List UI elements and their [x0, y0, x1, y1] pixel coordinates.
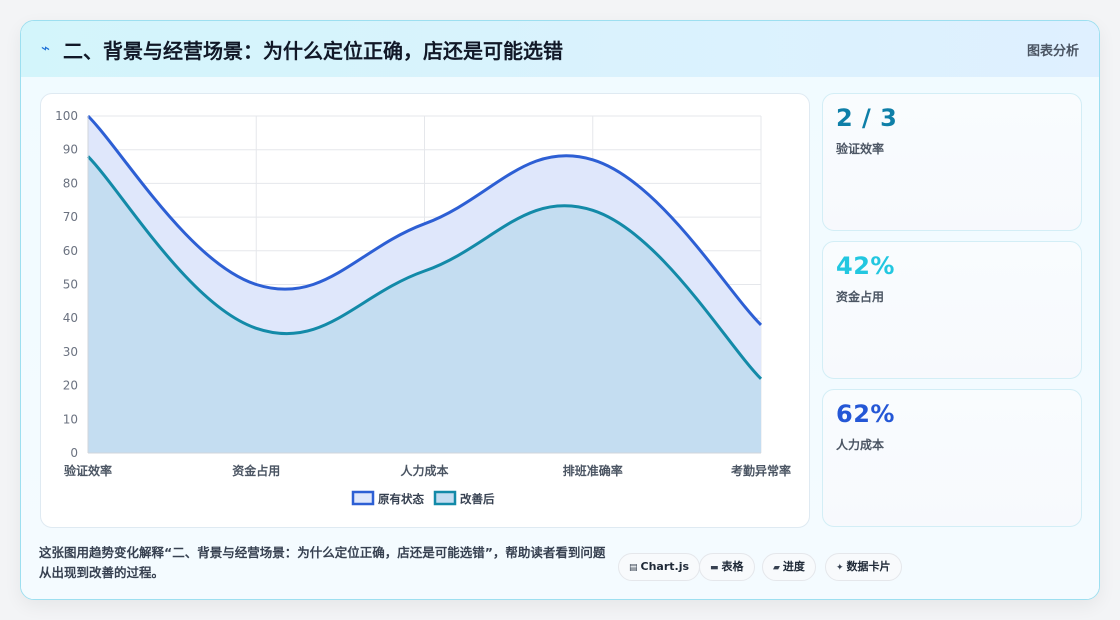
series-line-1: [86, 155, 763, 380]
area-chart: 0 10 20 30 40 50 60 70 80 90 100 验证效率 资金占用 人力成本 排班准确率 考…: [55, 109, 791, 506]
series-area-1: [88, 156, 761, 453]
x-tick-label: 验证效率: [64, 463, 112, 478]
chart-card: ⌁ 二、背景与经营场景：为什么定位正确，店还是可能选错 图表分析 0 10 20 30…: [20, 20, 1100, 600]
stat-card-labor: 62% 人力成本: [822, 389, 1082, 527]
legend-label: 改善后: [460, 492, 495, 506]
stat-value: 62%: [836, 400, 895, 428]
stat-card-verification: 2 / 3 验证效率: [822, 93, 1082, 231]
page-title: 二、背景与经营场景：为什么定位正确，店还是可能选错: [63, 39, 563, 63]
chip-label: 进度: [782, 560, 805, 573]
stat-value: 42%: [836, 252, 895, 280]
table-icon: ▬: [710, 563, 719, 573]
x-tick-label: 资金占用: [232, 463, 280, 478]
chart-description: 这张图用趋势变化解释“二、背景与经营场景：为什么定位正确，店还是可能选错”，帮助…: [39, 545, 606, 580]
progress-icon: ▰: [773, 563, 780, 573]
y-tick-label: 80: [63, 176, 78, 190]
chip-chartjs[interactable]: ▤ Chart.js: [618, 553, 701, 581]
chart-panel: 0 10 20 30 40 50 60 70 80 90 100 验证效率 资金占用 人力成本 排班准确率 考…: [40, 93, 810, 528]
y-tick-label: 10: [63, 412, 78, 426]
chip-table[interactable]: ▬ 表格: [699, 553, 755, 581]
x-tick-label: 人力成本: [400, 463, 448, 478]
y-tick-label: 50: [63, 278, 78, 292]
stat-value: 2 / 3: [836, 104, 898, 132]
stat-label: 验证效率: [836, 142, 885, 156]
series-line-0: [86, 114, 763, 327]
legend-swatch: [351, 490, 375, 506]
chip-label: 数据卡片: [846, 560, 891, 573]
y-tick-label: 60: [63, 244, 78, 258]
y-tick-label: 70: [63, 210, 78, 224]
y-tick-label: 30: [63, 345, 78, 359]
chip-progress[interactable]: ▰ 进度: [762, 553, 816, 581]
y-tick-label: 0: [70, 446, 78, 460]
lightning-icon: ⌁: [41, 39, 51, 57]
stat-label: 资金占用: [836, 290, 885, 304]
chart-analysis-tag: 图表分析: [1026, 44, 1079, 59]
y-tick-label: 100: [55, 109, 78, 123]
x-tick-label: 考勤异常率: [731, 463, 791, 478]
chip-label: 表格: [721, 560, 744, 573]
sparkle-icon: ✦: [836, 563, 844, 573]
chip-data-card[interactable]: ✦ 数据卡片: [825, 553, 902, 581]
chip-label: Chart.js: [640, 560, 690, 573]
y-tick-label: 40: [63, 311, 78, 325]
legend-label: 原有状态: [378, 492, 424, 506]
x-tick-label: 排班准确率: [563, 463, 623, 478]
chart-icon: ▤: [629, 563, 638, 573]
card-header: ⌁ 二、背景与经营场景：为什么定位正确，店还是可能选错 图表分析: [21, 21, 1099, 77]
stat-label: 人力成本: [836, 438, 885, 452]
stat-card-capital: 42% 资金占用: [822, 241, 1082, 379]
y-tick-label: 90: [63, 143, 78, 157]
legend-swatch: [433, 490, 457, 506]
y-tick-label: 20: [63, 379, 78, 393]
